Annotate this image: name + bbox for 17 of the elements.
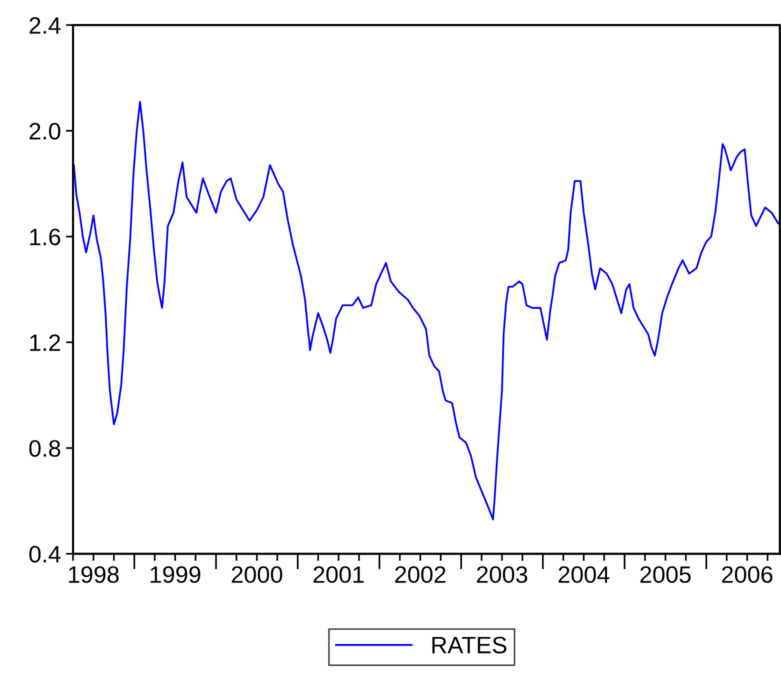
y-tick-label: 2.4	[30, 17, 61, 34]
y-tick-label: 1.6	[30, 228, 60, 246]
x-tick-label: 2002	[395, 566, 446, 583]
x-tick-label: 2000	[232, 566, 282, 583]
x-tick-label: 1999	[150, 566, 200, 583]
x-tick-label: 2006	[722, 566, 772, 583]
legend-label: RATES	[432, 636, 506, 654]
y-tick-label: 0.4	[29, 546, 61, 563]
x-tick-label: 2001	[314, 566, 364, 583]
y-tick-label: 2.0	[30, 122, 60, 140]
x-tick-label: 2004	[558, 566, 610, 583]
y-tick-label: 0.8	[29, 440, 60, 457]
x-tick-label: 2005	[640, 566, 691, 583]
x-tick-label: 2003	[476, 566, 528, 583]
x-tick-label: 1998	[68, 566, 119, 583]
line-series	[73, 100, 780, 520]
y-tick-label: 1.2	[30, 334, 60, 351]
